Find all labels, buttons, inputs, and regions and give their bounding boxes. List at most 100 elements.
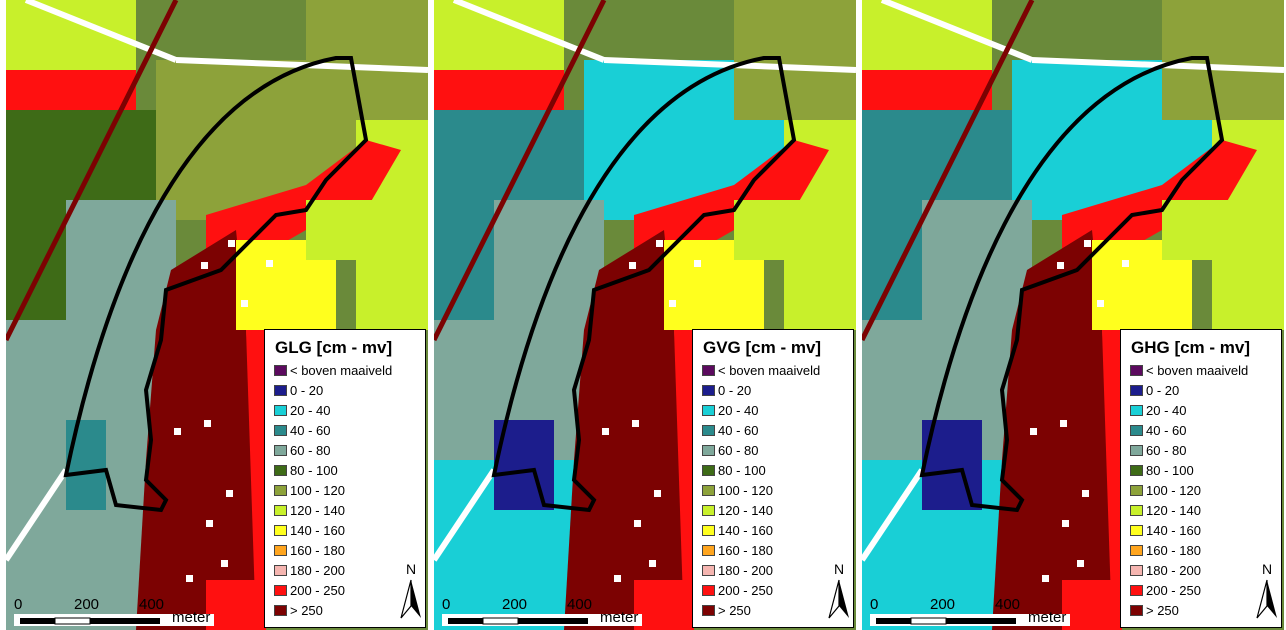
legend-swatch	[274, 425, 287, 436]
legend-swatch	[274, 445, 287, 456]
legend-label: < boven maaiveld	[718, 363, 821, 378]
legend-label: 200 - 250	[290, 583, 345, 598]
legend-title: GLG [cm - mv]	[275, 338, 393, 357]
north-arrow-icon	[400, 579, 421, 619]
legend-swatch	[274, 585, 287, 596]
scale-bar	[870, 614, 1070, 626]
north-arrow-icon	[828, 579, 849, 619]
legend-swatch	[702, 425, 715, 436]
legend-label: 40 - 60	[290, 423, 331, 438]
legend-label: 140 - 160	[718, 523, 773, 538]
scale-unit: meter	[172, 609, 211, 626]
legend-label: 120 - 140	[1146, 503, 1201, 518]
scale-unit: meter	[600, 609, 639, 626]
legend-label: 160 - 180	[1146, 543, 1201, 558]
legend-label: 120 - 140	[290, 503, 345, 518]
legend-swatch	[702, 405, 715, 416]
legend-swatch	[1130, 525, 1143, 536]
legend-label: 0 - 20	[290, 383, 324, 398]
legend-swatch	[1130, 425, 1143, 436]
north-label: N	[834, 561, 845, 577]
legend-swatch	[274, 365, 287, 376]
legend-swatch	[702, 385, 715, 396]
legend-swatch	[274, 505, 287, 516]
legend-label: 80 - 100	[718, 463, 766, 478]
legend-title: GVG [cm - mv]	[703, 338, 822, 357]
raster-map	[434, 0, 856, 630]
raster-map	[862, 0, 1284, 630]
legend-swatch	[1130, 485, 1143, 496]
legend-swatch	[702, 545, 715, 556]
north-label: N	[406, 561, 417, 577]
scale-bar	[442, 614, 642, 626]
legend-label: 60 - 80	[718, 443, 759, 458]
legend-label: 80 - 100	[1146, 463, 1194, 478]
legend-label: 180 - 200	[290, 563, 345, 578]
legend-label: 60 - 80	[290, 443, 331, 458]
scale-unit: meter	[1028, 609, 1067, 626]
scale-tick-label: 400	[567, 596, 593, 613]
legend-swatch	[702, 485, 715, 496]
north-label: N	[1262, 561, 1273, 577]
legend-label: 140 - 160	[290, 523, 345, 538]
legend-swatch	[1130, 585, 1143, 596]
legend-swatch	[1130, 405, 1143, 416]
legend-label: 200 - 250	[718, 583, 773, 598]
legend-swatch	[1130, 385, 1143, 396]
legend-label: 180 - 200	[1146, 563, 1201, 578]
legend-label: > 250	[1146, 603, 1179, 618]
legend-label: 80 - 100	[290, 463, 338, 478]
scale-tick-label: 0	[442, 596, 451, 613]
legend-label: 40 - 60	[718, 423, 759, 438]
legend-swatch	[1130, 545, 1143, 556]
legend-swatch	[702, 465, 715, 476]
legend-swatch	[274, 605, 287, 616]
legend-label: 40 - 60	[1146, 423, 1187, 438]
legend-label: < boven maaiveld	[1146, 363, 1249, 378]
legend-label: 200 - 250	[1146, 583, 1201, 598]
legend: GLG [cm - mv] < boven maaiveld 0 - 20 20…	[264, 329, 426, 628]
legend-swatch	[274, 465, 287, 476]
scale-tick-label: 0	[870, 596, 879, 613]
legend-label: 160 - 180	[290, 543, 345, 558]
legend-swatch	[702, 445, 715, 456]
map-panel-gvg: GVG [cm - mv] < boven maaiveld 0 - 20 20…	[434, 0, 856, 630]
legend-label: > 250	[290, 603, 323, 618]
map-panel-ghg: GHG [cm - mv] < boven maaiveld 0 - 20 20…	[862, 0, 1284, 630]
legend-swatch	[1130, 505, 1143, 516]
legend-swatch	[1130, 465, 1143, 476]
map-panel-glg: GLG [cm - mv] < boven maaiveld 0 - 20 20…	[6, 0, 428, 630]
legend-label: 60 - 80	[1146, 443, 1187, 458]
scale-tick-label: 200	[74, 596, 100, 613]
legend-swatch	[1130, 445, 1143, 456]
legend-label: 100 - 120	[290, 483, 345, 498]
legend-swatch	[274, 525, 287, 536]
legend: GHG [cm - mv] < boven maaiveld 0 - 20 20…	[1120, 329, 1282, 628]
legend-swatch	[1130, 365, 1143, 376]
legend-label: 0 - 20	[718, 383, 752, 398]
legend-swatch	[702, 585, 715, 596]
legend-swatch	[274, 485, 287, 496]
legend-swatch	[1130, 565, 1143, 576]
legend-swatch	[702, 605, 715, 616]
legend-swatch	[274, 545, 287, 556]
scale-tick-label: 200	[930, 596, 956, 613]
legend-label: 0 - 20	[1146, 383, 1180, 398]
scale-tick-label: 400	[995, 596, 1021, 613]
legend-label: 180 - 200	[718, 563, 773, 578]
legend-swatch	[274, 405, 287, 416]
legend-title: GHG [cm - mv]	[1131, 338, 1251, 357]
scale-bar	[14, 614, 214, 626]
legend-swatch	[1130, 605, 1143, 616]
legend-swatch	[702, 505, 715, 516]
scale-tick-label: 0	[14, 596, 23, 613]
legend-swatch	[702, 365, 715, 376]
legend-swatch	[702, 525, 715, 536]
raster-map	[6, 0, 428, 630]
legend-label: 20 - 40	[290, 403, 331, 418]
legend-label: 160 - 180	[718, 543, 773, 558]
scale-tick-label: 400	[139, 596, 165, 613]
legend-label: 100 - 120	[718, 483, 773, 498]
legend: GVG [cm - mv] < boven maaiveld 0 - 20 20…	[692, 329, 854, 628]
legend-swatch	[702, 565, 715, 576]
